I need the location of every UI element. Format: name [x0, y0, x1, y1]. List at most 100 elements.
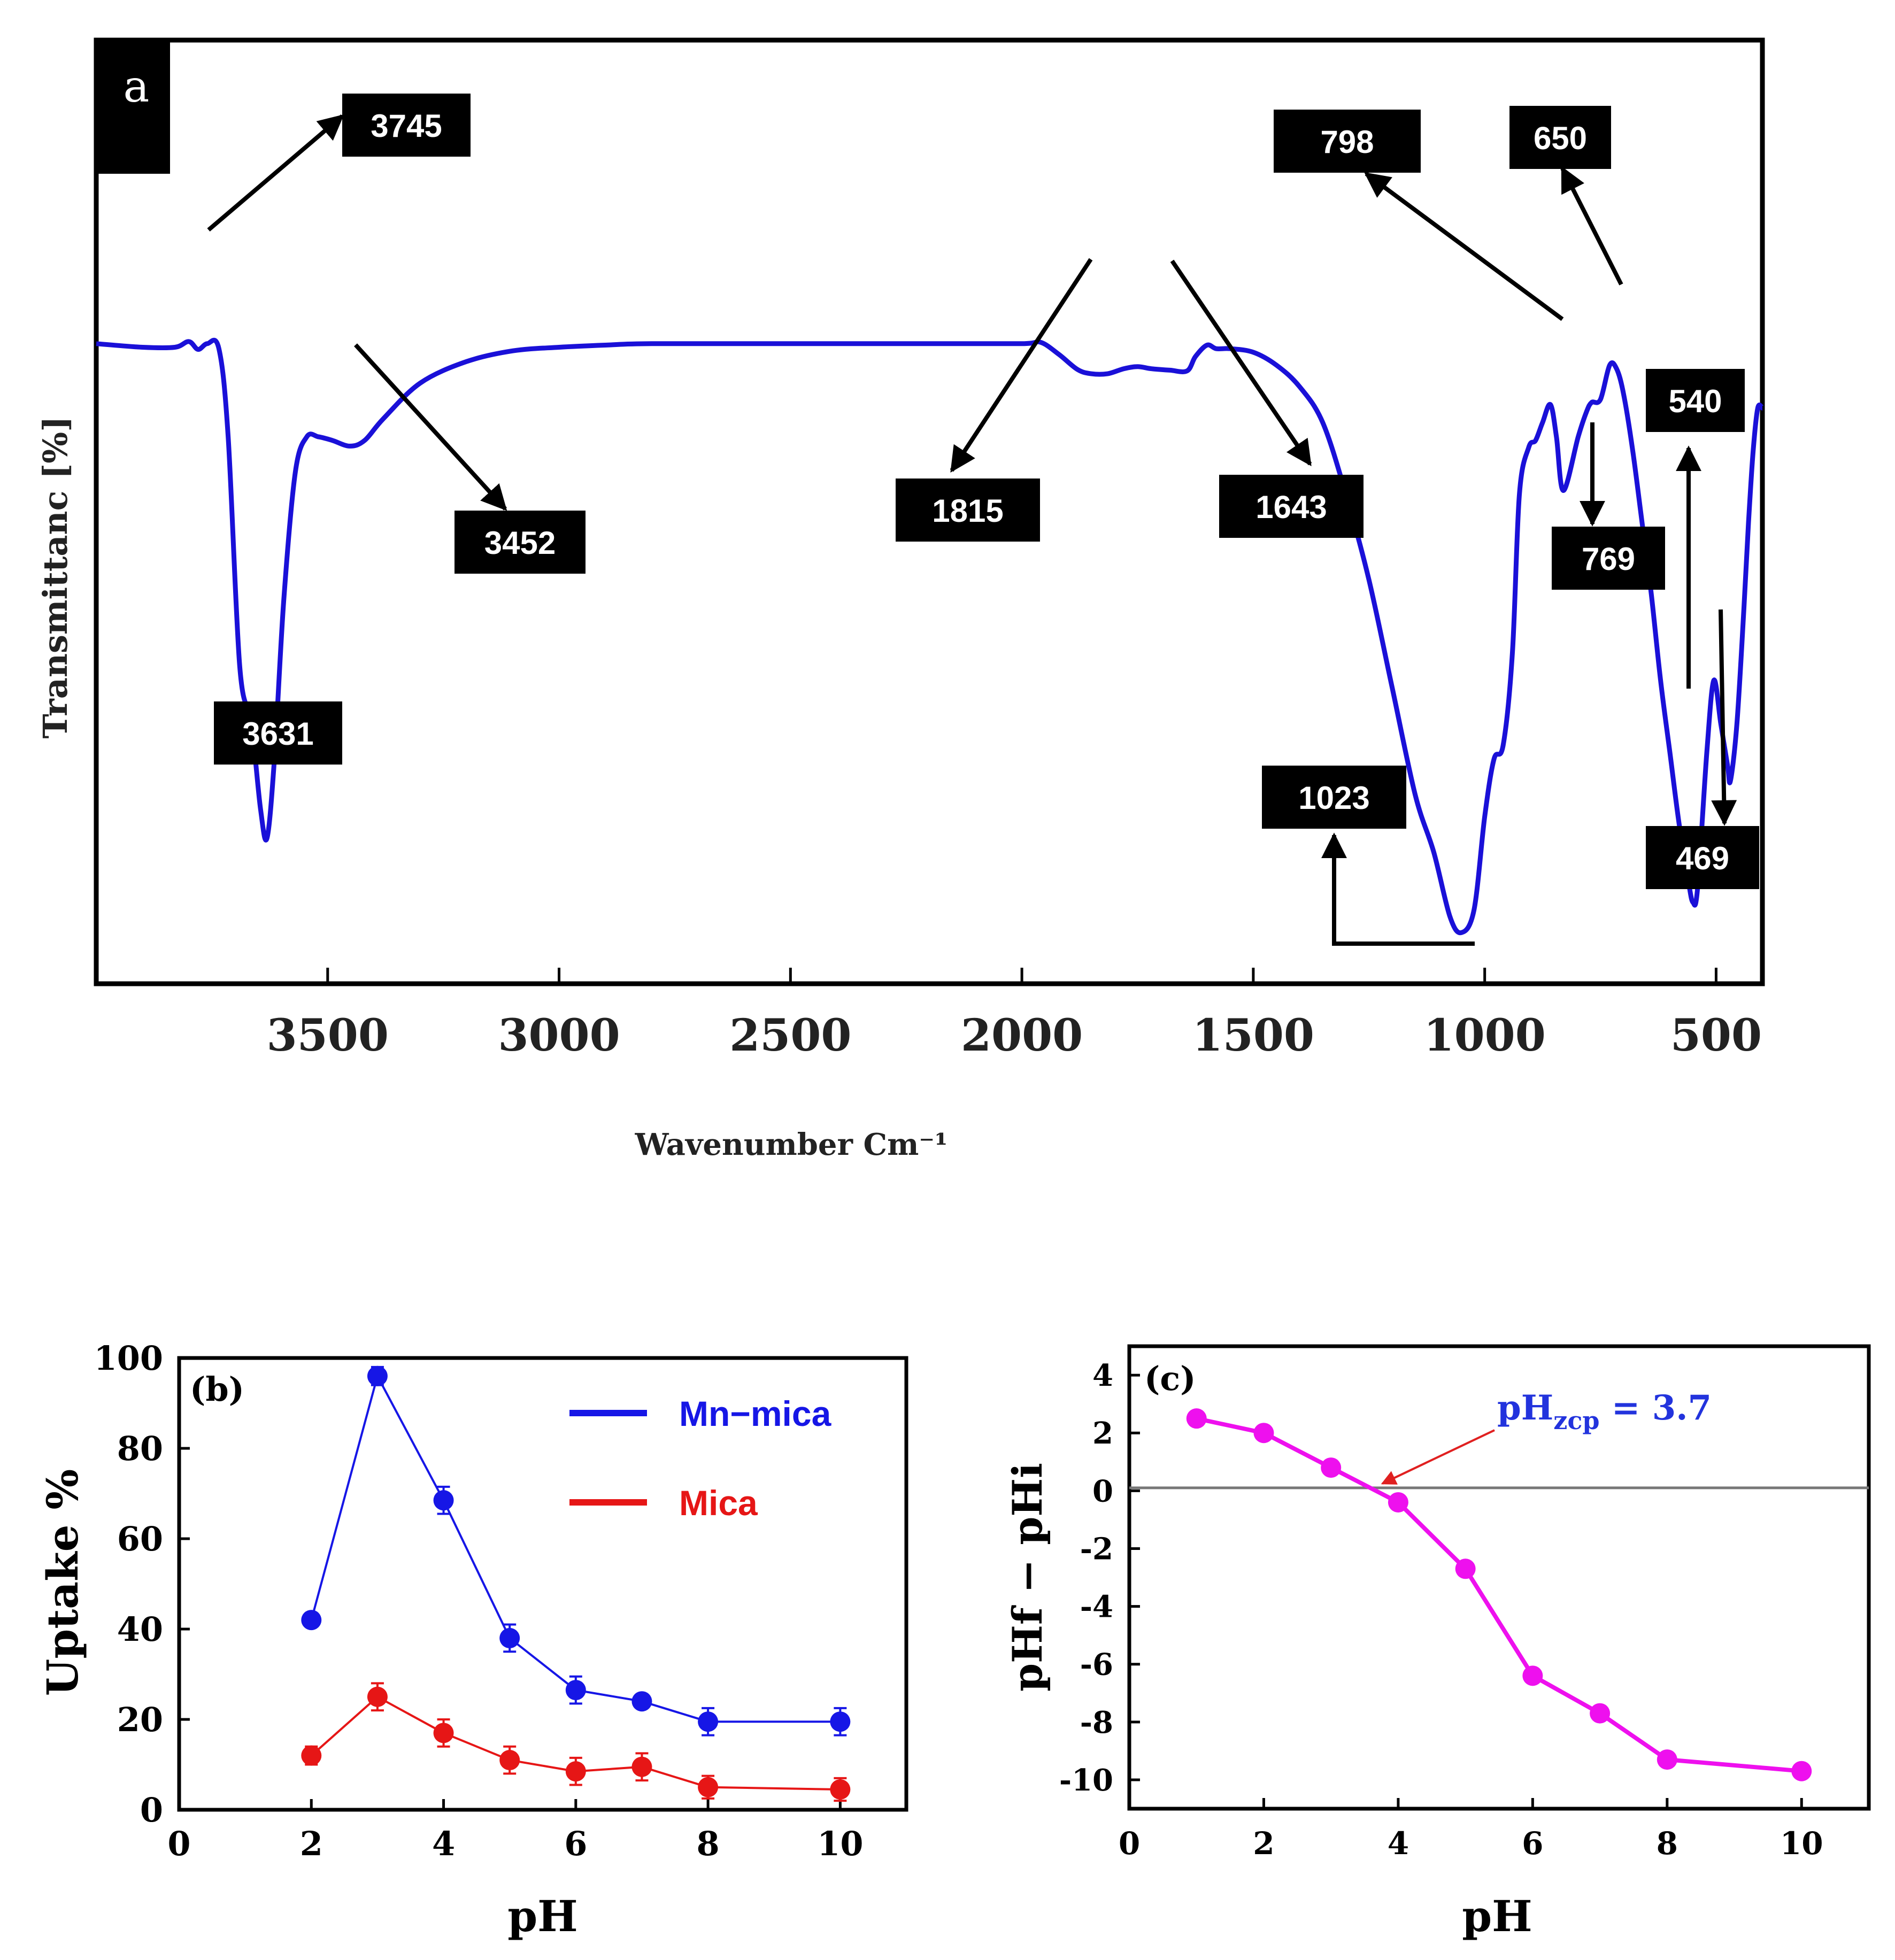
y-tick-label: 80 — [117, 1429, 163, 1468]
data-point — [631, 1756, 652, 1777]
plot-frame — [94, 37, 1765, 986]
peak-label: 3452 — [484, 525, 556, 561]
x-tick-label: 3000 — [498, 1010, 620, 1061]
x-tick-label: 8 — [1657, 1825, 1678, 1862]
y-axis-label: Transmittanc [%] — [36, 416, 75, 738]
x-tick-label: 8 — [697, 1824, 720, 1863]
data-point — [433, 1723, 454, 1743]
peak-label: 540 — [1668, 383, 1722, 419]
y-tick-label: 4 — [1092, 1358, 1113, 1393]
peak-label-box — [1219, 475, 1364, 538]
annotation-arrow — [207, 114, 344, 232]
peak-label: 1023 — [1298, 780, 1369, 816]
data-point — [698, 1777, 719, 1797]
peak-label-box — [1646, 826, 1759, 889]
panel-label: (b) — [190, 1370, 244, 1409]
y-tick-label: -8 — [1080, 1705, 1113, 1740]
peak-label: 650 — [1534, 120, 1587, 156]
plot-frame — [177, 1356, 908, 1812]
x-tick-label: 1000 — [1424, 1010, 1546, 1061]
x-tick-label: 500 — [1670, 1010, 1762, 1061]
data-point — [830, 1779, 851, 1800]
peak-label-box — [1274, 110, 1421, 173]
y-tick-label: -2 — [1080, 1531, 1113, 1567]
panel-label-box — [96, 40, 170, 174]
y-tick-label: 60 — [117, 1519, 163, 1558]
series-line-mn-mica — [310, 1373, 841, 1723]
x-tick-label: 2000 — [961, 1010, 1083, 1061]
x-tick-label: 4 — [432, 1824, 455, 1863]
legend-label: Mn−mica — [679, 1394, 832, 1433]
panel-label: a — [124, 61, 150, 112]
data-point — [1186, 1408, 1207, 1429]
zcp-annotation-sub: zcp — [1553, 1406, 1599, 1435]
y-axis-label: Uptake % — [37, 1469, 88, 1696]
x-tick-label: 0 — [167, 1824, 190, 1863]
data-point — [433, 1490, 454, 1511]
x-tick-label: 2500 — [729, 1010, 851, 1061]
x-tick-label: 10 — [1780, 1825, 1823, 1862]
x-axis-label: Wavenumber Cm⁻¹ — [635, 1127, 948, 1162]
peak-label: 469 — [1676, 840, 1729, 876]
data-point — [367, 1365, 388, 1386]
y-axis-label: pHf − pHi — [1004, 1463, 1051, 1692]
data-point — [631, 1691, 652, 1712]
x-tick-label: 10 — [817, 1824, 863, 1863]
zcp-annotation-rest: = 3.7 — [1600, 1388, 1712, 1428]
x-axis-label: pH — [1462, 1891, 1532, 1941]
peak-label-box — [896, 479, 1040, 542]
peak-label: 1643 — [1255, 489, 1327, 525]
annotation-arrow — [354, 343, 507, 511]
data-point — [1388, 1492, 1408, 1513]
data-point — [1657, 1749, 1677, 1770]
x-tick-label: 0 — [1119, 1825, 1140, 1862]
data-point — [301, 1610, 322, 1631]
data-point — [367, 1686, 388, 1707]
data-point — [1455, 1558, 1476, 1579]
x-tick-label: 4 — [1388, 1825, 1409, 1862]
data-point — [1791, 1761, 1812, 1781]
series-line-mica — [310, 1695, 841, 1791]
ftir-panel: a 3500 3000 2500 2000 1500 1000 500 Transmittanc… — [36, 37, 1765, 1162]
annotation-arrow — [1560, 166, 1623, 285]
peak-label: 798 — [1320, 124, 1374, 160]
data-point — [830, 1711, 851, 1732]
panel-label: (c) — [1144, 1359, 1196, 1398]
zcp-annotation: pHzcp = 3.7 — [1497, 1388, 1712, 1435]
x-tick-label: 6 — [564, 1824, 587, 1863]
peak-label: 769 — [1582, 541, 1635, 577]
data-point — [499, 1627, 520, 1648]
peak-label-box — [214, 701, 342, 765]
zcp-annotation-main: pH — [1497, 1388, 1553, 1428]
annotation-arrow — [950, 258, 1093, 473]
x-tick-label: 2 — [1253, 1825, 1274, 1862]
y-tick-label: -6 — [1080, 1647, 1113, 1683]
data-point — [1590, 1703, 1611, 1724]
peak-label-box — [1646, 369, 1745, 432]
annotation-arrow — [1364, 172, 1564, 321]
peak-label: 3631 — [242, 716, 313, 752]
y-tick-label: 0 — [1092, 1473, 1113, 1509]
annotation-arrow — [1321, 832, 1475, 946]
x-tick-label: 2 — [300, 1824, 323, 1863]
peak-label-box — [1262, 766, 1406, 829]
annotation-arrow — [1170, 259, 1312, 466]
y-tick-label: 0 — [140, 1791, 163, 1830]
series-line-zcp — [1196, 1416, 1802, 1773]
peak-label-box — [1509, 106, 1611, 169]
data-point — [565, 1761, 586, 1782]
data-point — [1321, 1457, 1342, 1478]
y-tick-label: 40 — [117, 1610, 163, 1649]
peak-label-box — [342, 94, 471, 157]
data-point — [499, 1750, 520, 1771]
data-point — [301, 1745, 322, 1766]
peak-label-box — [1552, 527, 1665, 590]
plot-frame — [1127, 1344, 1871, 1811]
x-tick-label: 3500 — [267, 1010, 389, 1061]
y-tick-label: -10 — [1059, 1763, 1113, 1798]
y-tick-label: 20 — [117, 1700, 163, 1739]
data-point — [1253, 1423, 1274, 1444]
